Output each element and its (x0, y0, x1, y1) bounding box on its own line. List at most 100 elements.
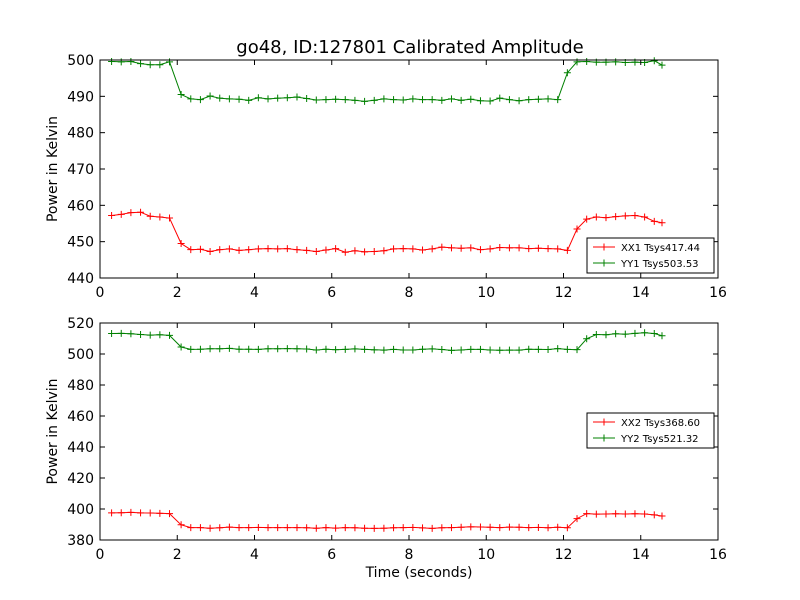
data-point (525, 96, 533, 104)
data-point (332, 346, 340, 354)
legend: XX1 Tsys417.44 YY1 Tsys503.53 (586, 237, 715, 274)
data-point (409, 245, 417, 253)
data-point (631, 329, 639, 337)
data-point (447, 95, 455, 103)
x-tick-label: 6 (327, 285, 336, 301)
y-tick-label: 420 (67, 471, 94, 487)
data-point (370, 346, 378, 354)
data-point (457, 346, 465, 354)
data-point (166, 58, 174, 66)
data-point (206, 345, 214, 353)
y-tick-label: 460 (67, 409, 94, 425)
x-tick-label: 8 (405, 285, 414, 301)
data-point (216, 246, 224, 254)
series-line-2-2 (111, 332, 663, 351)
y-tick-label: 480 (67, 126, 94, 142)
data-point (438, 243, 446, 251)
data-point (117, 210, 125, 218)
data-point (177, 521, 185, 529)
data-point (264, 524, 272, 532)
data-point (390, 524, 398, 532)
data-point (525, 524, 533, 532)
data-point (525, 345, 533, 353)
data-point (496, 346, 504, 354)
data-point (563, 524, 571, 532)
x-tick-label: 14 (632, 285, 650, 301)
data-point (525, 245, 533, 253)
data-point (612, 213, 620, 221)
data-point (467, 244, 475, 252)
y-tick-label: 520 (67, 316, 94, 332)
legend-label: YY2 Tsys521.32 (620, 434, 699, 445)
data-point (534, 244, 542, 252)
data-point (534, 523, 542, 531)
data-point (447, 346, 455, 354)
data-point (658, 332, 666, 340)
data-point (592, 330, 600, 338)
data-point (505, 244, 513, 252)
data-point (496, 94, 504, 102)
data-point (312, 96, 320, 104)
data-point (467, 523, 475, 531)
data-point (264, 245, 272, 253)
data-point (583, 57, 591, 65)
x-tick-label: 12 (555, 547, 573, 563)
data-point (187, 246, 195, 254)
x-tick-label: 12 (555, 285, 573, 301)
data-point (612, 330, 620, 338)
data-point (341, 524, 349, 532)
data-point (274, 94, 282, 102)
data-point (409, 346, 417, 354)
data-point (196, 524, 204, 532)
data-point (621, 510, 629, 518)
data-point (283, 245, 291, 253)
data-point (583, 510, 591, 518)
data-point (351, 524, 359, 532)
data-point (341, 96, 349, 104)
data-point (108, 212, 116, 220)
data-point (428, 345, 436, 353)
data-point (515, 523, 523, 531)
data-point (399, 524, 407, 532)
legend-box (586, 412, 715, 449)
data-point (457, 523, 465, 531)
data-point (206, 92, 214, 100)
data-point (486, 97, 494, 105)
data-point (361, 524, 369, 532)
data-point (486, 346, 494, 354)
x-tick-label: 4 (250, 547, 259, 563)
data-point (631, 212, 639, 220)
data-point (254, 94, 262, 102)
data-point (476, 97, 484, 105)
data-point (476, 246, 484, 254)
data-point (137, 208, 145, 216)
data-point (486, 523, 494, 531)
data-point (264, 345, 272, 353)
data-point (390, 345, 398, 353)
data-point (216, 524, 224, 532)
data-point (563, 246, 571, 254)
data-point (534, 345, 542, 353)
data-point (554, 245, 562, 253)
data-point (225, 95, 233, 103)
data-point (235, 345, 243, 353)
data-point (467, 95, 475, 103)
data-point (658, 512, 666, 520)
data-point (457, 96, 465, 104)
legend-label: XX1 Tsys417.44 (621, 243, 700, 254)
data-point (283, 345, 291, 353)
data-point (390, 96, 398, 104)
data-point (573, 225, 581, 233)
x-tick-label: 14 (632, 547, 650, 563)
data-point (380, 346, 388, 354)
data-point (216, 345, 224, 353)
data-point (322, 246, 330, 254)
data-point (650, 57, 658, 65)
data-point (127, 57, 135, 65)
data-point (496, 243, 504, 251)
data-point (361, 97, 369, 105)
data-point (351, 96, 359, 104)
data-point (127, 330, 135, 338)
x-tick-label: 8 (405, 547, 414, 563)
